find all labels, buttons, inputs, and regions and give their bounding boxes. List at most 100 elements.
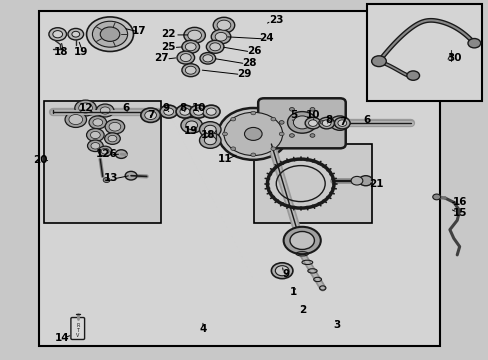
Circle shape <box>92 21 127 47</box>
Circle shape <box>65 112 86 127</box>
Text: 19: 19 <box>73 47 88 57</box>
Text: 21: 21 <box>368 179 383 189</box>
Text: 7: 7 <box>146 110 154 120</box>
Text: 4: 4 <box>199 324 206 334</box>
Circle shape <box>101 148 109 154</box>
Text: 8: 8 <box>180 103 186 113</box>
Bar <box>366 4 481 101</box>
Text: 13: 13 <box>104 173 119 183</box>
Circle shape <box>211 30 230 44</box>
Bar <box>39 11 439 346</box>
Text: 6: 6 <box>363 114 369 125</box>
Circle shape <box>308 120 317 126</box>
Circle shape <box>100 107 110 114</box>
Circle shape <box>109 122 121 131</box>
Text: 8: 8 <box>325 114 331 125</box>
Circle shape <box>96 104 114 117</box>
Circle shape <box>72 31 80 37</box>
Circle shape <box>244 127 262 140</box>
Circle shape <box>270 147 275 150</box>
Circle shape <box>322 120 330 126</box>
Circle shape <box>206 108 216 115</box>
Text: 5: 5 <box>289 110 296 120</box>
Text: 7: 7 <box>339 117 346 127</box>
Text: R
T
V: R T V <box>76 323 79 338</box>
Circle shape <box>141 108 160 122</box>
Circle shape <box>125 171 137 180</box>
Circle shape <box>202 105 220 118</box>
Circle shape <box>213 17 234 33</box>
Circle shape <box>432 194 440 200</box>
Circle shape <box>406 71 419 80</box>
Text: 10: 10 <box>192 103 206 113</box>
Text: 18: 18 <box>200 130 215 140</box>
Bar <box>254 144 371 223</box>
Circle shape <box>91 143 100 149</box>
Circle shape <box>334 117 349 129</box>
Text: 23: 23 <box>268 15 283 25</box>
Circle shape <box>105 120 124 134</box>
Circle shape <box>204 125 216 134</box>
Circle shape <box>358 176 372 186</box>
Circle shape <box>293 116 310 129</box>
Circle shape <box>100 27 120 41</box>
Text: 12: 12 <box>78 103 93 113</box>
FancyBboxPatch shape <box>258 98 345 148</box>
Circle shape <box>279 132 284 136</box>
FancyBboxPatch shape <box>71 318 84 339</box>
Text: 1: 1 <box>289 287 296 297</box>
Circle shape <box>181 117 202 133</box>
Circle shape <box>185 66 196 74</box>
Circle shape <box>86 17 133 51</box>
Text: 16: 16 <box>451 197 466 207</box>
Circle shape <box>79 103 92 113</box>
Text: 18: 18 <box>54 47 68 57</box>
Circle shape <box>287 112 316 133</box>
Text: 11: 11 <box>217 154 232 164</box>
Circle shape <box>199 132 221 148</box>
Circle shape <box>204 136 216 145</box>
Circle shape <box>230 117 235 121</box>
Circle shape <box>337 120 346 126</box>
Circle shape <box>230 147 235 150</box>
Circle shape <box>108 135 117 142</box>
Text: 9: 9 <box>163 103 169 113</box>
Circle shape <box>103 177 110 183</box>
Text: 10: 10 <box>305 110 320 120</box>
Circle shape <box>115 150 127 158</box>
Text: 30: 30 <box>447 53 461 63</box>
Text: 15: 15 <box>451 208 466 218</box>
Circle shape <box>200 53 215 64</box>
Circle shape <box>49 28 66 41</box>
Text: 9: 9 <box>282 269 289 279</box>
Text: 28: 28 <box>242 58 256 68</box>
Text: 29: 29 <box>237 69 251 79</box>
Circle shape <box>69 114 82 125</box>
Circle shape <box>98 146 112 156</box>
Circle shape <box>180 108 189 115</box>
Circle shape <box>177 51 194 64</box>
Text: 2: 2 <box>299 305 306 315</box>
Text: 27: 27 <box>154 53 168 63</box>
Circle shape <box>289 134 294 137</box>
Circle shape <box>309 108 314 111</box>
Circle shape <box>279 121 284 124</box>
Circle shape <box>275 266 288 276</box>
Circle shape <box>217 20 230 30</box>
Circle shape <box>270 117 275 121</box>
Circle shape <box>104 133 120 144</box>
Circle shape <box>182 64 199 77</box>
Circle shape <box>250 153 255 157</box>
Circle shape <box>163 108 173 115</box>
Text: 14: 14 <box>55 333 70 343</box>
Circle shape <box>185 121 197 130</box>
Circle shape <box>144 111 156 120</box>
Circle shape <box>333 119 345 127</box>
Circle shape <box>283 227 320 254</box>
Circle shape <box>206 40 224 53</box>
Bar <box>44 101 161 223</box>
Text: 25: 25 <box>161 42 176 52</box>
Circle shape <box>222 132 227 136</box>
Circle shape <box>305 117 320 129</box>
Circle shape <box>182 40 199 53</box>
